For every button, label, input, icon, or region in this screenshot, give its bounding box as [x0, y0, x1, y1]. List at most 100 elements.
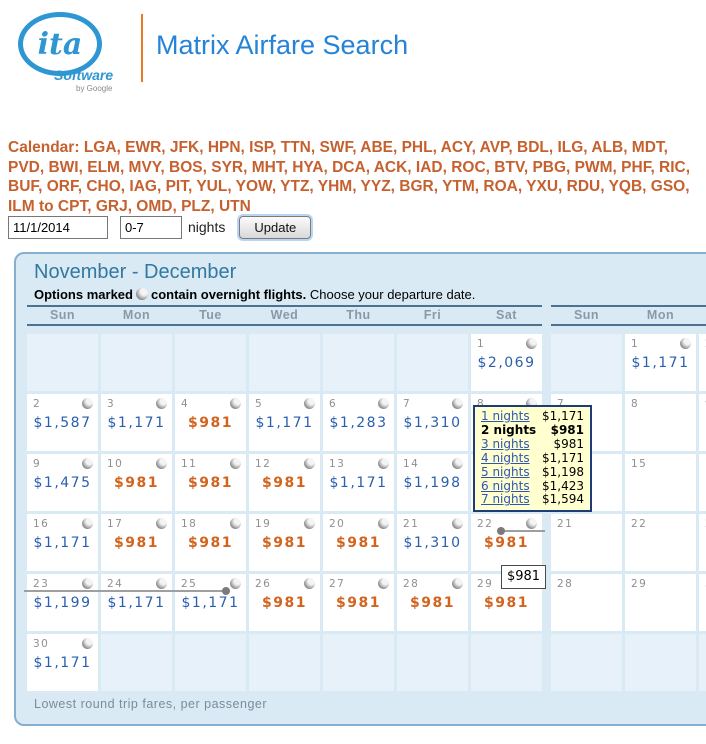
- logo-by-google-label: by Google: [76, 84, 113, 93]
- calendar-panel: November - December Options marked contai…: [14, 252, 706, 726]
- calendar-day-cell[interactable]: 27 $981: [323, 574, 394, 631]
- day-number: 17: [107, 518, 124, 530]
- slider-handle[interactable]: [222, 587, 230, 595]
- calendar-day-cell[interactable]: 12 $981: [249, 454, 320, 511]
- calendar-day-cell[interactable]: 23 $1,199: [24, 574, 101, 631]
- calendar-day-cell[interactable]: 24 $1,171: [98, 574, 175, 631]
- calendar-day-cell[interactable]: 11 $981: [175, 454, 246, 511]
- calendar-day-cell[interactable]: 22 $981: [471, 514, 545, 571]
- calendar-day-cell[interactable]: 13 $1,171: [323, 454, 394, 511]
- legend-text-tail: Choose your departure date.: [309, 287, 476, 302]
- day-number: 28: [557, 578, 574, 590]
- calendar-day-cell[interactable]: 2: [699, 334, 706, 391]
- update-button[interactable]: Update: [239, 215, 312, 239]
- calendar-day-cell[interactable]: 6 $1,283: [323, 394, 394, 451]
- calendar-day-cell[interactable]: 10 $981: [101, 454, 172, 511]
- calendar-day-cell[interactable]: 18 $981: [175, 514, 246, 571]
- calendar-day-cell[interactable]: 20 $981: [323, 514, 394, 571]
- calendar-empty-cell: [625, 634, 696, 691]
- overnight-icon: [156, 518, 167, 529]
- tooltip-nights-link[interactable]: 3 nights: [481, 436, 530, 451]
- calendar-day-cell[interactable]: 23: [699, 514, 706, 571]
- calendar-day-cell[interactable]: 8: [625, 394, 696, 451]
- calendar-day-cell[interactable]: 17 $981: [101, 514, 172, 571]
- fare-price: $981: [188, 535, 233, 551]
- slider-handle[interactable]: [497, 527, 505, 535]
- tooltip-price: $1,423: [542, 478, 584, 493]
- calendar-day-cell[interactable]: 26 $981: [249, 574, 320, 631]
- tooltip-price: $981: [553, 436, 584, 451]
- tooltip-nights-link[interactable]: 6 nights: [481, 478, 530, 493]
- tooltip-price: $1,171: [542, 450, 584, 465]
- overnight-icon: [452, 518, 463, 529]
- nights-range-input[interactable]: [120, 215, 182, 239]
- calendar-day-cell[interactable]: 25 $1,171: [172, 574, 246, 631]
- day-number: 13: [329, 458, 346, 470]
- calendar-day-cell[interactable]: 9: [699, 394, 706, 451]
- calendar-day-cell[interactable]: 28 $981: [397, 574, 468, 631]
- tooltip-nights-link: 2 nights: [481, 422, 537, 437]
- stay-length-slider-track[interactable]: [98, 590, 175, 592]
- calendar-day-cell[interactable]: 1 $1,171: [625, 334, 696, 391]
- day-number: 2: [33, 398, 42, 410]
- weekday-header-row: Sun Mon Tue Wed Thu Fri Sat: [27, 305, 542, 326]
- day-number: 8: [631, 398, 640, 410]
- calendar-day-cell[interactable]: 29: [625, 574, 696, 631]
- tooltip-nights-link[interactable]: 7 nights: [481, 492, 530, 507]
- calendar-empty-cell: [175, 334, 246, 391]
- day-number: 21: [403, 518, 420, 530]
- calendar-empty-cell: [323, 634, 394, 691]
- calendar-day-cell[interactable]: 15: [625, 454, 696, 511]
- search-form: nights Update: [8, 213, 312, 241]
- fare-price: $1,171: [181, 595, 240, 611]
- calendar-day-cell[interactable]: 1 $2,069: [471, 334, 542, 391]
- overnight-icon: [230, 518, 241, 529]
- day-number: 10: [107, 458, 124, 470]
- calendar-empty-cell: [397, 334, 468, 391]
- tooltip-nights-link[interactable]: 5 nights: [481, 464, 530, 479]
- tooltip-row: 4 nights $1,171: [481, 450, 584, 466]
- calendar-day-cell[interactable]: 16 $1,171: [27, 514, 98, 571]
- tooltip-nights-link[interactable]: 1 nights: [481, 409, 530, 423]
- calendar-grid: 1 $2,069 2 $1,587 3 $1,171 4 $981 5 $1,171 6 $1,283…: [24, 334, 545, 691]
- calendar-day-cell[interactable]: 9 $1,475: [27, 454, 98, 511]
- tooltip-nights-link[interactable]: 4 nights: [481, 450, 530, 465]
- fare-price: $1,475: [33, 475, 92, 491]
- calendar-day-cell[interactable]: 22: [625, 514, 696, 571]
- day-number: 30: [33, 638, 50, 650]
- calendar-day-cell[interactable]: 4 $981: [175, 394, 246, 451]
- overnight-icon: [452, 458, 463, 469]
- stay-length-slider-track[interactable]: [24, 590, 101, 592]
- weekday-header: Mon: [122, 308, 151, 322]
- page-title: Matrix Airfare Search: [156, 30, 409, 60]
- stay-length-slider-track[interactable]: [497, 527, 545, 535]
- departure-date-input[interactable]: [8, 215, 108, 239]
- calendar-day-cell[interactable]: 30 $1,171: [27, 634, 98, 691]
- stay-length-slider-track[interactable]: [172, 587, 230, 595]
- calendar-day-cell[interactable]: 7 $1,310: [397, 394, 468, 451]
- overnight-icon: [526, 518, 537, 529]
- tooltip-price: $981: [550, 422, 584, 437]
- calendar-day-cell[interactable]: 5 $1,171: [249, 394, 320, 451]
- calendar-day-cell[interactable]: 2 $1,587: [27, 394, 98, 451]
- calendar-day-cell[interactable]: 30: [699, 574, 706, 631]
- calendar-empty-cell: [397, 634, 468, 691]
- calendar-day-cell[interactable]: 21 $1,310: [397, 514, 468, 571]
- calendar-day-cell[interactable]: 14 $1,198: [397, 454, 468, 511]
- tooltip-row: 3 nights $981: [481, 436, 584, 452]
- overnight-icon: [82, 398, 93, 409]
- day-number: 25: [181, 578, 198, 590]
- fare-price: $981: [484, 595, 529, 611]
- calendar-day-cell[interactable]: 16: [699, 454, 706, 511]
- calendar-day-cell[interactable]: 28: [551, 574, 622, 631]
- day-number: 7: [403, 398, 412, 410]
- fare-price: $1,171: [33, 535, 92, 551]
- calendar-day-cell[interactable]: 21: [551, 514, 622, 571]
- weekday-header: Sun: [573, 308, 600, 322]
- calendar-day-cell[interactable]: 29 $981: [471, 574, 542, 631]
- calendar-empty-cell: [101, 334, 172, 391]
- calendar-day-cell[interactable]: 19 $981: [249, 514, 320, 571]
- calendar-day-cell[interactable]: 3 $1,171: [101, 394, 172, 451]
- route-airports: LGA, EWR, JFK, HPN, ISP, TTN, SWF, ABE, …: [8, 139, 691, 215]
- day-number: 8: [477, 398, 486, 410]
